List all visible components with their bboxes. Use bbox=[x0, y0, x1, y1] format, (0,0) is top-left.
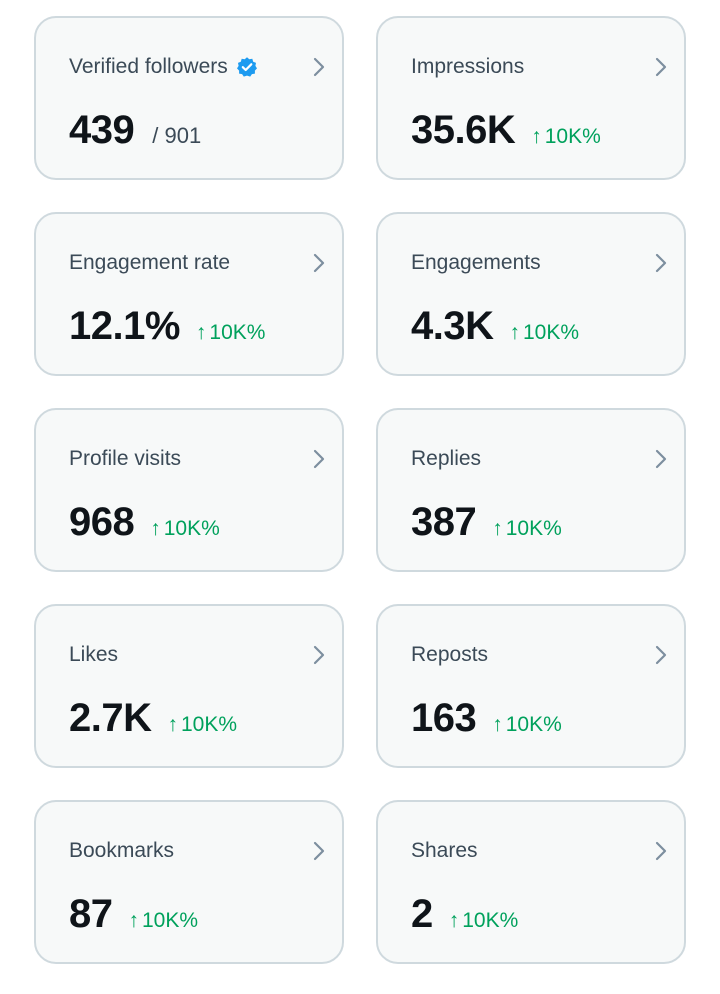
chevron-right-icon bbox=[313, 841, 325, 861]
metric-card-verified-followers[interactable]: Verified followers 439 / 901 bbox=[34, 16, 344, 180]
metric-change-value: 10K% bbox=[163, 517, 220, 540]
metric-value-row: 2.7K ↑ 10K% bbox=[69, 696, 237, 740]
metric-card-reposts[interactable]: Reposts 163 ↑ 10K% bbox=[376, 604, 686, 768]
chevron-right-icon bbox=[313, 449, 325, 469]
arrow-up-icon: ↑ bbox=[167, 713, 179, 736]
metric-title-text: Engagement rate bbox=[69, 251, 231, 274]
metric-title: Engagement rate bbox=[69, 250, 230, 276]
metric-value-row: 12.1% ↑ 10K% bbox=[69, 304, 265, 348]
arrow-up-icon: ↑ bbox=[531, 125, 542, 148]
metric-title: Engagements bbox=[411, 250, 541, 276]
metric-change: ↑ 10K% bbox=[492, 517, 562, 541]
chevron-right-icon bbox=[655, 57, 667, 77]
metric-value-row: 2 ↑ 10K% bbox=[411, 892, 518, 936]
metric-title-text: Reposts bbox=[411, 643, 489, 666]
chevron-right-icon bbox=[655, 253, 667, 273]
metric-title-text: Replies bbox=[411, 447, 482, 470]
metric-value: 387 bbox=[411, 500, 477, 544]
metric-title-text: Impressions bbox=[411, 55, 525, 78]
metric-change: ↑ 10K% bbox=[492, 713, 562, 737]
chevron-right-icon bbox=[655, 645, 667, 665]
metric-title-text: Bookmarks bbox=[69, 839, 175, 862]
arrow-up-icon: ↑ bbox=[492, 517, 503, 540]
metric-change-value: 10K% bbox=[142, 909, 199, 932]
chevron-right-icon bbox=[313, 253, 325, 273]
metric-card-bookmarks[interactable]: Bookmarks 87 ↑ 10K% bbox=[34, 800, 344, 964]
metric-change-value: 10K% bbox=[181, 713, 238, 736]
metric-change: ↑ 10K% bbox=[129, 909, 199, 933]
metric-value: 163 bbox=[411, 696, 477, 740]
metric-value: 439 bbox=[69, 108, 135, 152]
metric-value: 2 bbox=[411, 892, 433, 936]
arrow-up-icon: ↑ bbox=[195, 321, 207, 344]
metric-title-text: Likes bbox=[69, 643, 119, 666]
metric-change: ↑ 10K% bbox=[449, 909, 519, 933]
metric-card-impressions[interactable]: Impressions 35.6K ↑ 10K% bbox=[376, 16, 686, 180]
metric-card-likes[interactable]: Likes 2.7K ↑ 10K% bbox=[34, 604, 344, 768]
chevron-right-icon bbox=[655, 449, 667, 469]
metric-card-shares[interactable]: Shares 2 ↑ 10K% bbox=[376, 800, 686, 964]
metric-value-row: 35.6K ↑ 10K% bbox=[411, 108, 601, 152]
metric-change-value: 10K% bbox=[544, 125, 601, 148]
metric-change-value: 10K% bbox=[462, 909, 519, 932]
metric-change-value: 10K% bbox=[209, 321, 266, 344]
metric-title: Likes bbox=[69, 642, 118, 668]
metric-change: ↑ 10K% bbox=[168, 713, 238, 737]
metric-value-row: 163 ↑ 10K% bbox=[411, 696, 562, 740]
metric-value-row: 387 ↑ 10K% bbox=[411, 500, 562, 544]
chevron-right-icon bbox=[313, 57, 325, 77]
verified-badge-icon bbox=[236, 57, 257, 77]
arrow-up-icon: ↑ bbox=[509, 321, 521, 344]
metric-change: ↑ 10K% bbox=[196, 321, 266, 345]
metric-change: ↑ 10K% bbox=[531, 125, 601, 149]
metrics-grid: Verified followers 439 / 901 Impressions… bbox=[34, 16, 686, 964]
metric-value-row: 439 / 901 bbox=[69, 108, 201, 152]
metric-value: 968 bbox=[69, 500, 135, 544]
metric-value-row: 968 ↑ 10K% bbox=[69, 500, 220, 544]
metric-value: 2.7K bbox=[69, 696, 152, 740]
metric-card-engagements[interactable]: Engagements 4.3K ↑ 10K% bbox=[376, 212, 686, 376]
arrow-up-icon: ↑ bbox=[150, 517, 161, 540]
metric-title: Shares bbox=[411, 838, 478, 864]
metric-value-row: 4.3K ↑ 10K% bbox=[411, 304, 579, 348]
metric-value: 87 bbox=[69, 892, 113, 936]
metric-title: Reposts bbox=[411, 642, 488, 668]
arrow-up-icon: ↑ bbox=[128, 909, 140, 932]
metric-total: / 901 bbox=[152, 123, 202, 148]
metric-value: 35.6K bbox=[411, 108, 516, 152]
arrow-up-icon: ↑ bbox=[448, 909, 460, 932]
arrow-up-icon: ↑ bbox=[492, 713, 503, 736]
metric-card-replies[interactable]: Replies 387 ↑ 10K% bbox=[376, 408, 686, 572]
metric-value-row: 87 ↑ 10K% bbox=[69, 892, 198, 936]
metric-title: Verified followers bbox=[69, 54, 258, 80]
metric-title: Bookmarks bbox=[69, 838, 174, 864]
metric-title: Profile visits bbox=[69, 446, 181, 472]
chevron-right-icon bbox=[313, 645, 325, 665]
chevron-right-icon bbox=[655, 841, 667, 861]
metric-change-value: 10K% bbox=[505, 713, 562, 736]
metric-title-text: Verified followers bbox=[69, 55, 228, 78]
metric-title: Replies bbox=[411, 446, 481, 472]
metric-value: 4.3K bbox=[411, 304, 494, 348]
metric-title-text: Shares bbox=[411, 839, 478, 862]
metric-card-engagement-rate[interactable]: Engagement rate 12.1% ↑ 10K% bbox=[34, 212, 344, 376]
metric-title-text: Engagements bbox=[411, 251, 541, 274]
metric-title: Impressions bbox=[411, 54, 524, 80]
metric-change-value: 10K% bbox=[505, 517, 562, 540]
metric-title-text: Profile visits bbox=[69, 447, 182, 470]
metric-change: ↑ 10K% bbox=[150, 517, 220, 541]
metric-value: 12.1% bbox=[69, 304, 180, 348]
metric-card-profile-visits[interactable]: Profile visits 968 ↑ 10K% bbox=[34, 408, 344, 572]
metric-change: ↑ 10K% bbox=[510, 321, 580, 345]
metric-change-value: 10K% bbox=[523, 321, 580, 344]
